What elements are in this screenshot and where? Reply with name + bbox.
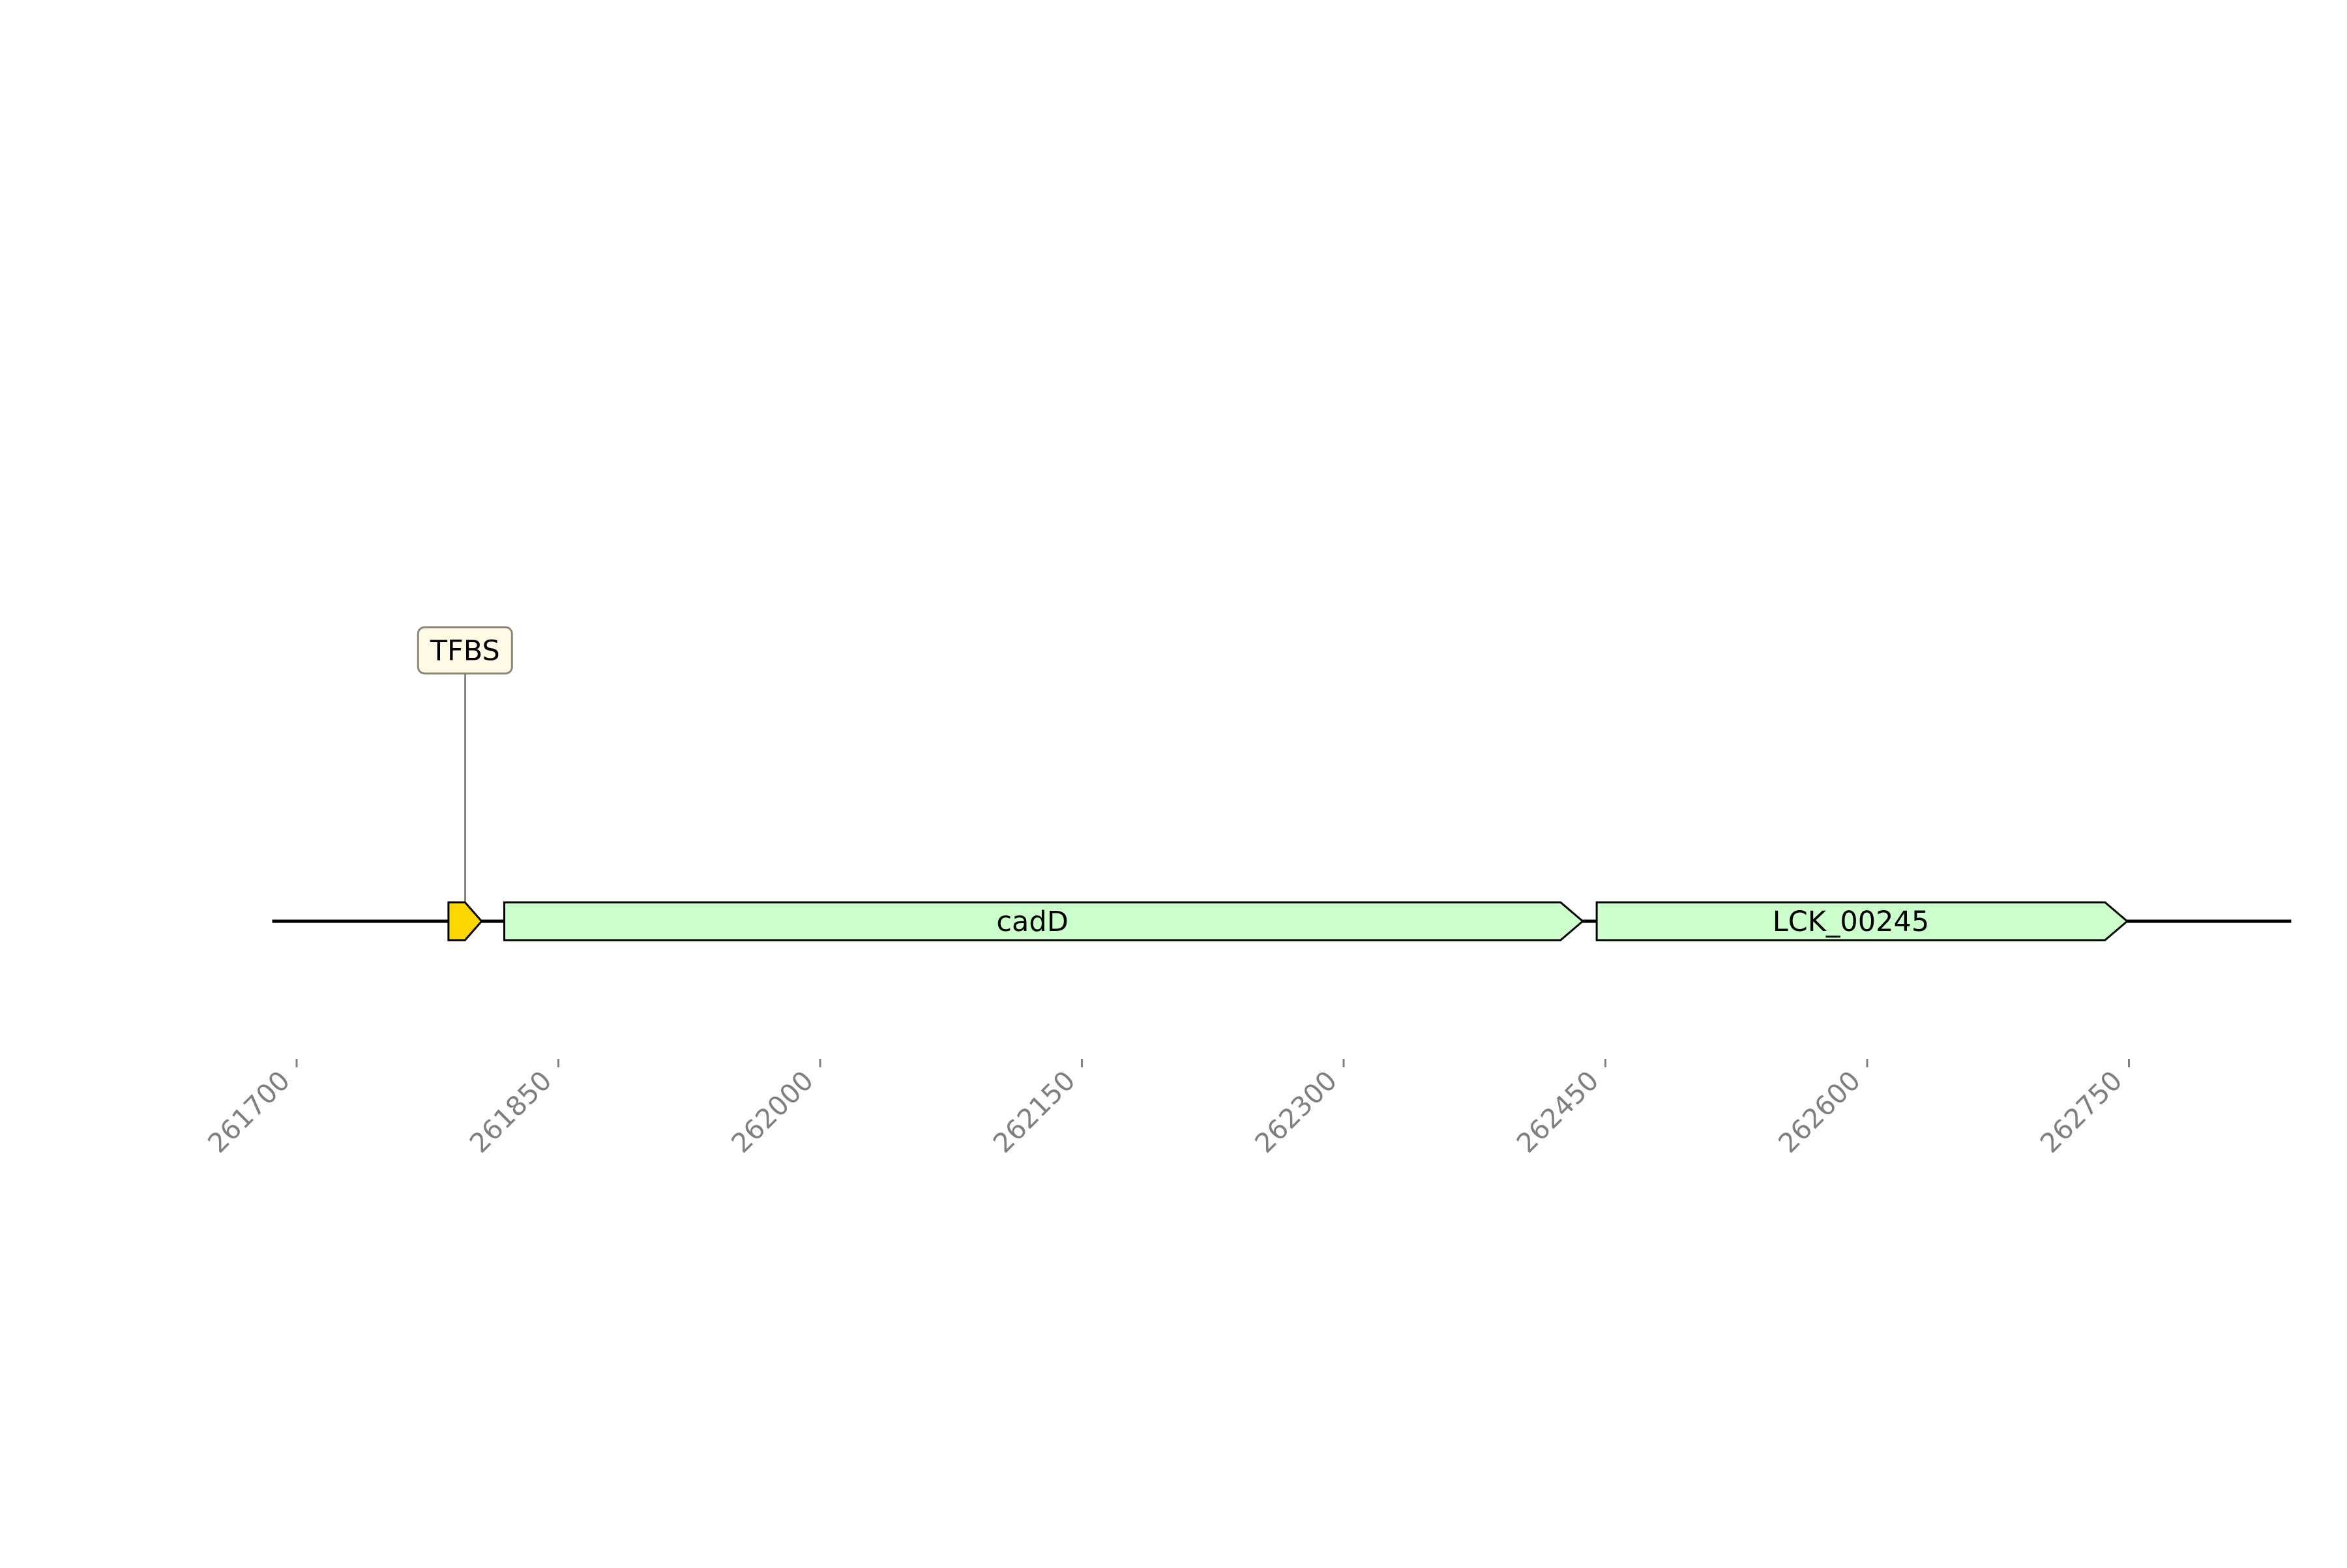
axis-tick-label: 262450	[1511, 1065, 1605, 1159]
axis-tick-label: 262000	[725, 1065, 819, 1159]
axis-tick-label: 261850	[464, 1065, 558, 1159]
axis-tick-label: 262750	[2034, 1065, 2129, 1159]
axis-tick-label: 261700	[201, 1065, 296, 1159]
feature-label-cadD: cadD	[996, 906, 1068, 938]
callout-box-tfbs	[417, 626, 513, 675]
axis-tick-label: 262150	[987, 1065, 1082, 1159]
feature-label-lck-00245: LCK_00245	[1773, 906, 1929, 938]
feature-arrow-cadD[interactable]	[503, 901, 1585, 941]
feature-arrow-lck-00245[interactable]	[1595, 901, 2129, 941]
axis-tick-label: 262600	[1772, 1065, 1867, 1159]
axis-tick-label: 262300	[1248, 1065, 1343, 1159]
feature-arrow-tfbs[interactable]	[447, 901, 483, 941]
feature-label-tfbs: TFBS	[430, 635, 500, 668]
